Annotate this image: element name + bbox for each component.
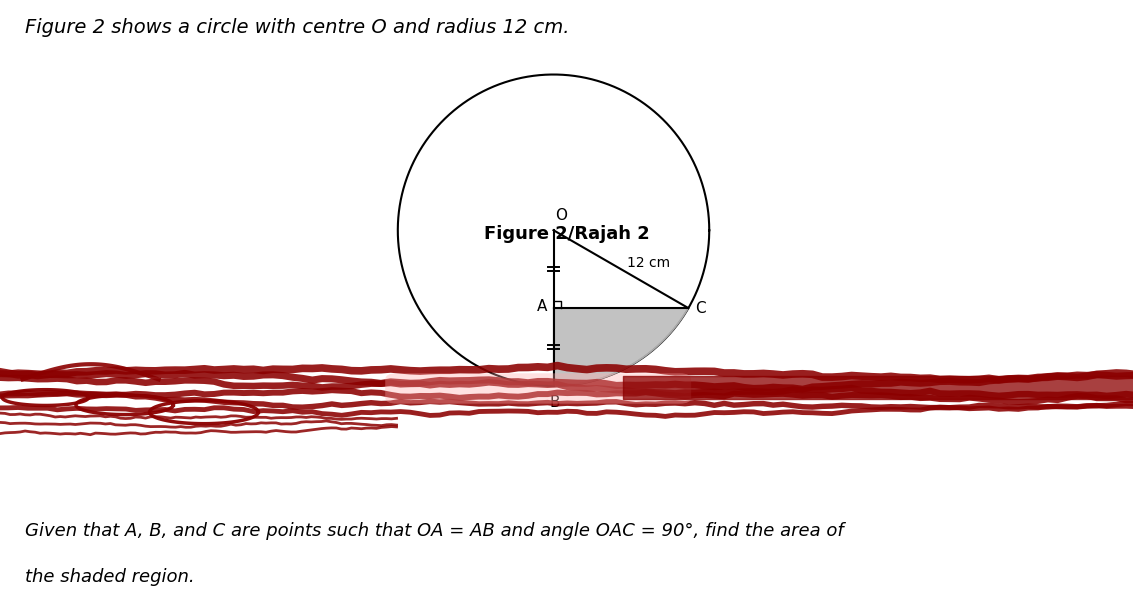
Text: B: B <box>550 395 560 410</box>
Text: Figure 2 shows a circle with centre O and radius 12 cm.: Figure 2 shows a circle with centre O an… <box>25 18 570 37</box>
Polygon shape <box>554 308 689 386</box>
Text: 12 cm: 12 cm <box>628 256 671 270</box>
Text: O: O <box>555 208 568 223</box>
Text: the shaded region.: the shaded region. <box>25 568 195 586</box>
Text: C: C <box>696 300 706 316</box>
Text: Given that A, B, and C are points such that OA = AB and angle OAC = 90°, find th: Given that A, B, and C are points such t… <box>25 522 844 540</box>
FancyBboxPatch shape <box>385 373 691 404</box>
Text: Figure 2/Rajah 2: Figure 2/Rajah 2 <box>484 225 649 243</box>
Text: A: A <box>537 299 547 314</box>
